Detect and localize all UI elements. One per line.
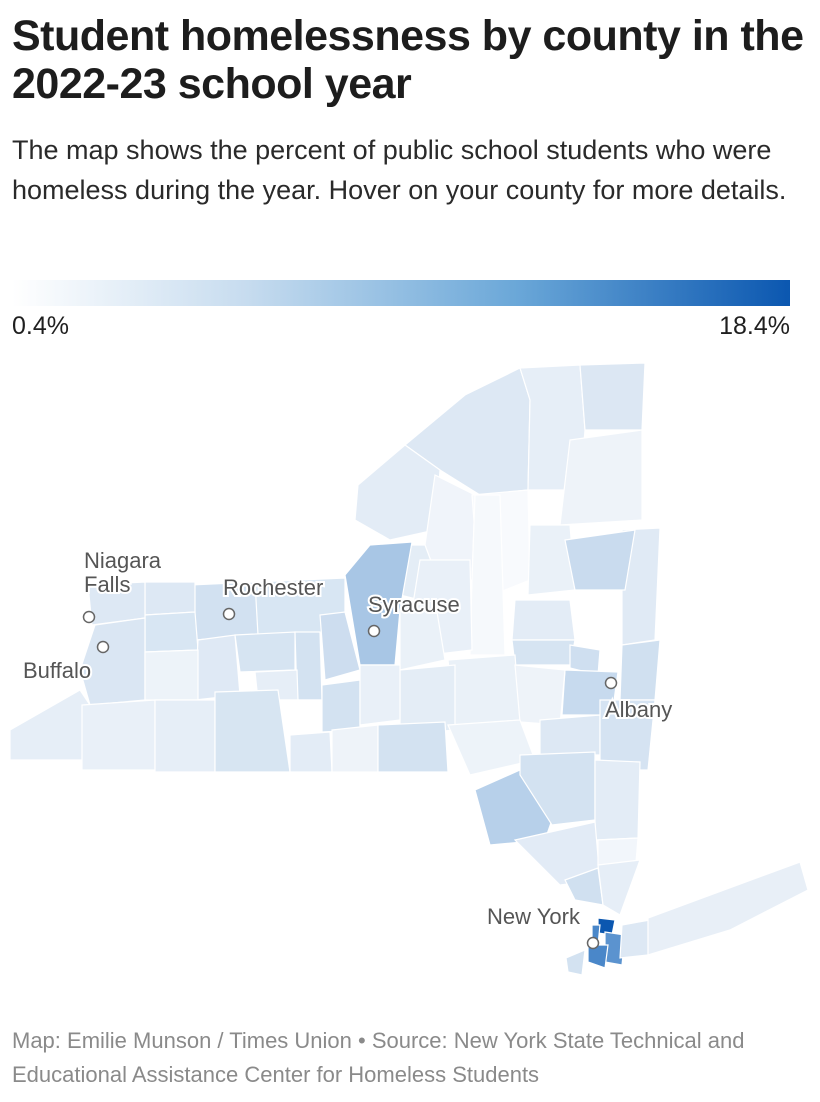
county-ulster[interactable] — [519, 751, 596, 826]
county-livingston[interactable] — [194, 634, 241, 701]
county-staten-island[interactable] — [565, 949, 586, 976]
county-steuben[interactable] — [214, 689, 291, 773]
county-washington[interactable] — [621, 527, 661, 646]
county-allegany[interactable] — [154, 699, 216, 773]
county-broome[interactable] — [377, 721, 449, 773]
county-clinton[interactable] — [579, 362, 646, 431]
legend-max-label: 18.4% — [719, 312, 790, 340]
county-montgomery[interactable] — [511, 639, 576, 666]
county-choropleth-map: Niagara Falls Buffalo Rochester Syracuse … — [9, 362, 809, 976]
county-chautauqua[interactable] — [9, 689, 91, 761]
county-madison[interactable] — [399, 599, 446, 671]
county-columbia[interactable] — [599, 699, 656, 771]
county-greene[interactable] — [539, 714, 601, 756]
county-tioga[interactable] — [331, 724, 379, 773]
albany-dot — [604, 676, 618, 690]
county-nassau[interactable] — [619, 919, 651, 959]
city-markers: Niagara Falls Buffalo Rochester Syracuse … — [21, 546, 674, 950]
buffalo-dot — [96, 640, 110, 654]
county-westchester[interactable] — [597, 859, 641, 916]
new-york-label: New York — [487, 904, 581, 929]
niagara-falls-dot — [82, 610, 96, 624]
county-sullivan[interactable] — [474, 769, 553, 846]
county-schoharie[interactable] — [514, 664, 566, 726]
color-scale-legend — [12, 280, 790, 306]
niagara-falls-label: Niagara Falls — [84, 548, 162, 597]
county-seneca[interactable] — [294, 631, 323, 701]
county-rensselaer[interactable] — [619, 639, 661, 701]
rochester-dot — [222, 607, 236, 621]
syracuse-label: Syracuse — [368, 592, 460, 617]
legend-min-label: 0.4% — [12, 312, 69, 340]
county-saratoga[interactable] — [564, 529, 636, 591]
syracuse-dot — [367, 624, 381, 638]
source-credit: Map: Emilie Munson / Times Union • Sourc… — [12, 1028, 745, 1087]
county-herkimer[interactable] — [469, 494, 506, 656]
county-dutchess[interactable] — [594, 759, 641, 841]
albany-label: Albany — [605, 697, 672, 722]
county-brooklyn[interactable] — [587, 944, 609, 969]
buffalo-label: Buffalo — [23, 658, 91, 683]
county-cortland[interactable] — [359, 664, 401, 726]
county-orleans[interactable] — [144, 581, 196, 616]
county-cattaraugus[interactable] — [81, 699, 156, 771]
county-wyoming[interactable] — [144, 649, 199, 701]
county-shapes[interactable] — [9, 362, 809, 976]
county-chemung[interactable] — [289, 731, 333, 773]
county-tompkins[interactable] — [321, 679, 361, 733]
map-title: Student homelessness by county in the 20… — [12, 12, 804, 108]
county-ontario[interactable] — [234, 631, 296, 673]
county-genesee[interactable] — [144, 611, 199, 653]
map-subtitle: The map shows the percent of public scho… — [12, 135, 787, 205]
county-suffolk[interactable] — [647, 861, 809, 956]
county-essex[interactable] — [559, 429, 643, 526]
county-warren[interactable] — [527, 524, 576, 596]
new-york-dot — [586, 936, 600, 950]
county-otsego[interactable] — [447, 654, 521, 726]
rochester-label: Rochester — [223, 575, 323, 600]
county-fulton[interactable] — [511, 599, 576, 641]
